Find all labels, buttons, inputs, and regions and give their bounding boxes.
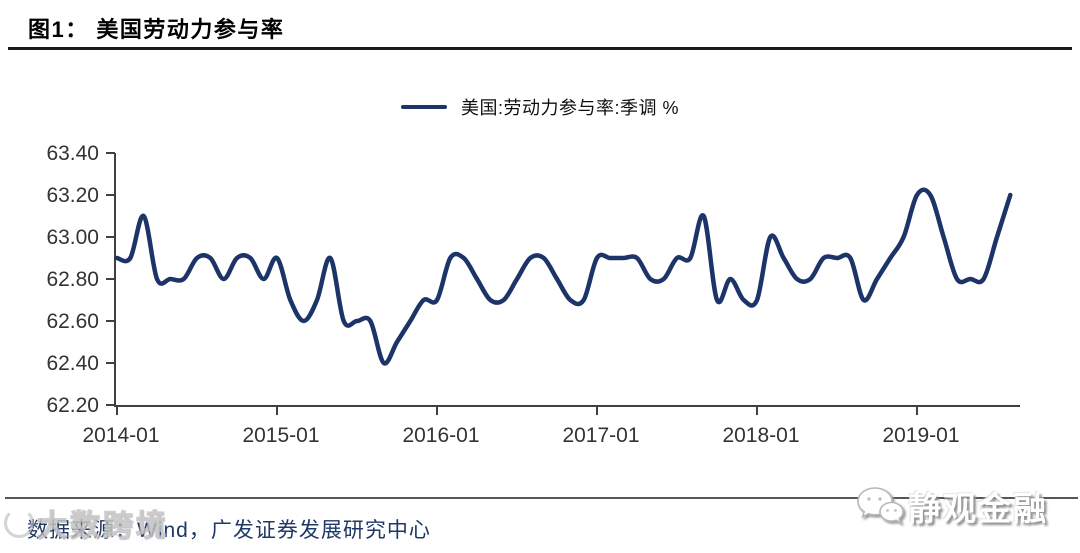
axis-lines: [114, 153, 1020, 407]
x-axis-tick-label: 2018-01: [722, 424, 799, 447]
wechat-bubbles-icon: [857, 487, 904, 525]
title-divider-line: [8, 47, 1072, 50]
y-axis-tick-label: 62.40: [46, 352, 99, 375]
legend-line-swatch: [400, 104, 447, 110]
x-axis-tick-label: 2016-01: [402, 424, 479, 447]
y-axis-tick-label: 62.20: [46, 394, 99, 417]
y-axis-tick-label: 63.40: [46, 142, 99, 165]
x-axis-tick-label: 2017-01: [562, 424, 639, 447]
x-axis-tick-label: 2014-01: [82, 424, 159, 447]
x-axis-tick-label: 2015-01: [242, 424, 319, 447]
y-axis-tick-label: 63.20: [46, 184, 99, 207]
watermark-bottom-right: 静观金融: [856, 482, 1048, 530]
line-chart: 63.40 63.20 63.00 62.80 62.60 62.40 62.20 2014-…: [46, 142, 1020, 447]
x-axis-tick-label: 2019-01: [882, 424, 959, 447]
legend-series-label: 美国:劳动力参与率:季调 %: [460, 98, 679, 118]
figure-title: 图1： 美国劳动力参与率: [28, 17, 285, 42]
y-axis-tick-label: 63.00: [46, 226, 99, 249]
footer-divider-line: [5, 497, 1078, 499]
data-source-note: 数据来源：Wind，广发证券发展研究中心: [27, 519, 431, 542]
y-axis-tick-label: 62.80: [46, 268, 99, 291]
watermark-right-text: 静观金融: [908, 490, 1048, 527]
y-axis-tick-label: 62.60: [46, 310, 99, 333]
series-line: [114, 187, 1013, 366]
chart-legend: 美国:劳动力参与率:季调 %: [0, 94, 1080, 120]
